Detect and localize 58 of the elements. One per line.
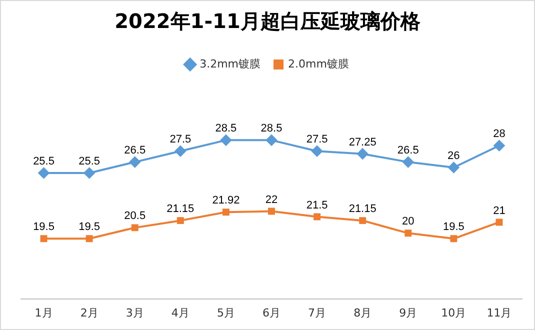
data-label: 27.25 bbox=[348, 136, 376, 148]
point bbox=[404, 230, 412, 237]
data-label: 27.5 bbox=[170, 134, 192, 146]
data-label: 21 bbox=[493, 204, 506, 217]
point bbox=[40, 235, 48, 242]
data-label: 19.5 bbox=[442, 221, 464, 234]
point bbox=[266, 134, 277, 146]
data-label: 20 bbox=[402, 216, 414, 228]
data-label: 25.5 bbox=[33, 156, 54, 168]
data-label: 27.5 bbox=[306, 134, 328, 146]
chart-title: 2022年1-11月超白压延玻璃价格 bbox=[114, 9, 422, 34]
data-label: 26.5 bbox=[124, 144, 146, 157]
point bbox=[222, 208, 230, 216]
data-label: 28.5 bbox=[260, 122, 282, 135]
point bbox=[84, 167, 95, 178]
x-tick-label: 2月 bbox=[80, 306, 98, 320]
data-label: 21.15 bbox=[348, 203, 376, 216]
point bbox=[268, 208, 275, 215]
data-label: 26.5 bbox=[397, 144, 419, 157]
point bbox=[450, 235, 458, 242]
point bbox=[359, 217, 366, 224]
point bbox=[131, 224, 138, 232]
x-tick-label: 4月 bbox=[171, 306, 190, 320]
point bbox=[312, 146, 323, 157]
data-label: 21.92 bbox=[212, 194, 240, 207]
data-label: 20.5 bbox=[124, 210, 146, 222]
data-label: 22 bbox=[265, 194, 278, 206]
point bbox=[357, 148, 368, 160]
data-label: 28 bbox=[493, 128, 506, 140]
x-tick-label: 8月 bbox=[354, 306, 372, 320]
x-tick-label: 7月 bbox=[308, 306, 326, 320]
point bbox=[86, 235, 93, 242]
x-tick-label: 9月 bbox=[399, 306, 418, 320]
x-tick-label: 3月 bbox=[126, 306, 144, 320]
point bbox=[402, 156, 414, 168]
data-label: 19.5 bbox=[33, 221, 54, 234]
legend-label: 3.2mm镀膜 bbox=[200, 57, 261, 70]
point bbox=[174, 146, 186, 157]
x-tick-label: 10月 bbox=[441, 306, 466, 320]
data-label: 21.15 bbox=[166, 203, 194, 216]
data-label: 28.5 bbox=[215, 122, 237, 135]
x-tick-label: 11月 bbox=[486, 306, 512, 320]
point bbox=[38, 167, 50, 178]
point bbox=[220, 134, 232, 146]
x-tick-label: 5月 bbox=[216, 306, 235, 320]
point bbox=[314, 213, 321, 220]
legend-label: 2.0mm镀膜 bbox=[288, 57, 349, 70]
data-label: 21.5 bbox=[306, 199, 328, 212]
point bbox=[129, 156, 140, 168]
point bbox=[176, 217, 184, 224]
point bbox=[496, 218, 503, 226]
point bbox=[448, 162, 460, 174]
data-label: 25.5 bbox=[78, 156, 100, 168]
point bbox=[494, 140, 505, 152]
x-tick-label: 1月 bbox=[34, 306, 53, 320]
data-label: 26 bbox=[448, 150, 460, 162]
x-tick-label: 6月 bbox=[262, 306, 280, 320]
data-label: 19.5 bbox=[78, 221, 100, 234]
